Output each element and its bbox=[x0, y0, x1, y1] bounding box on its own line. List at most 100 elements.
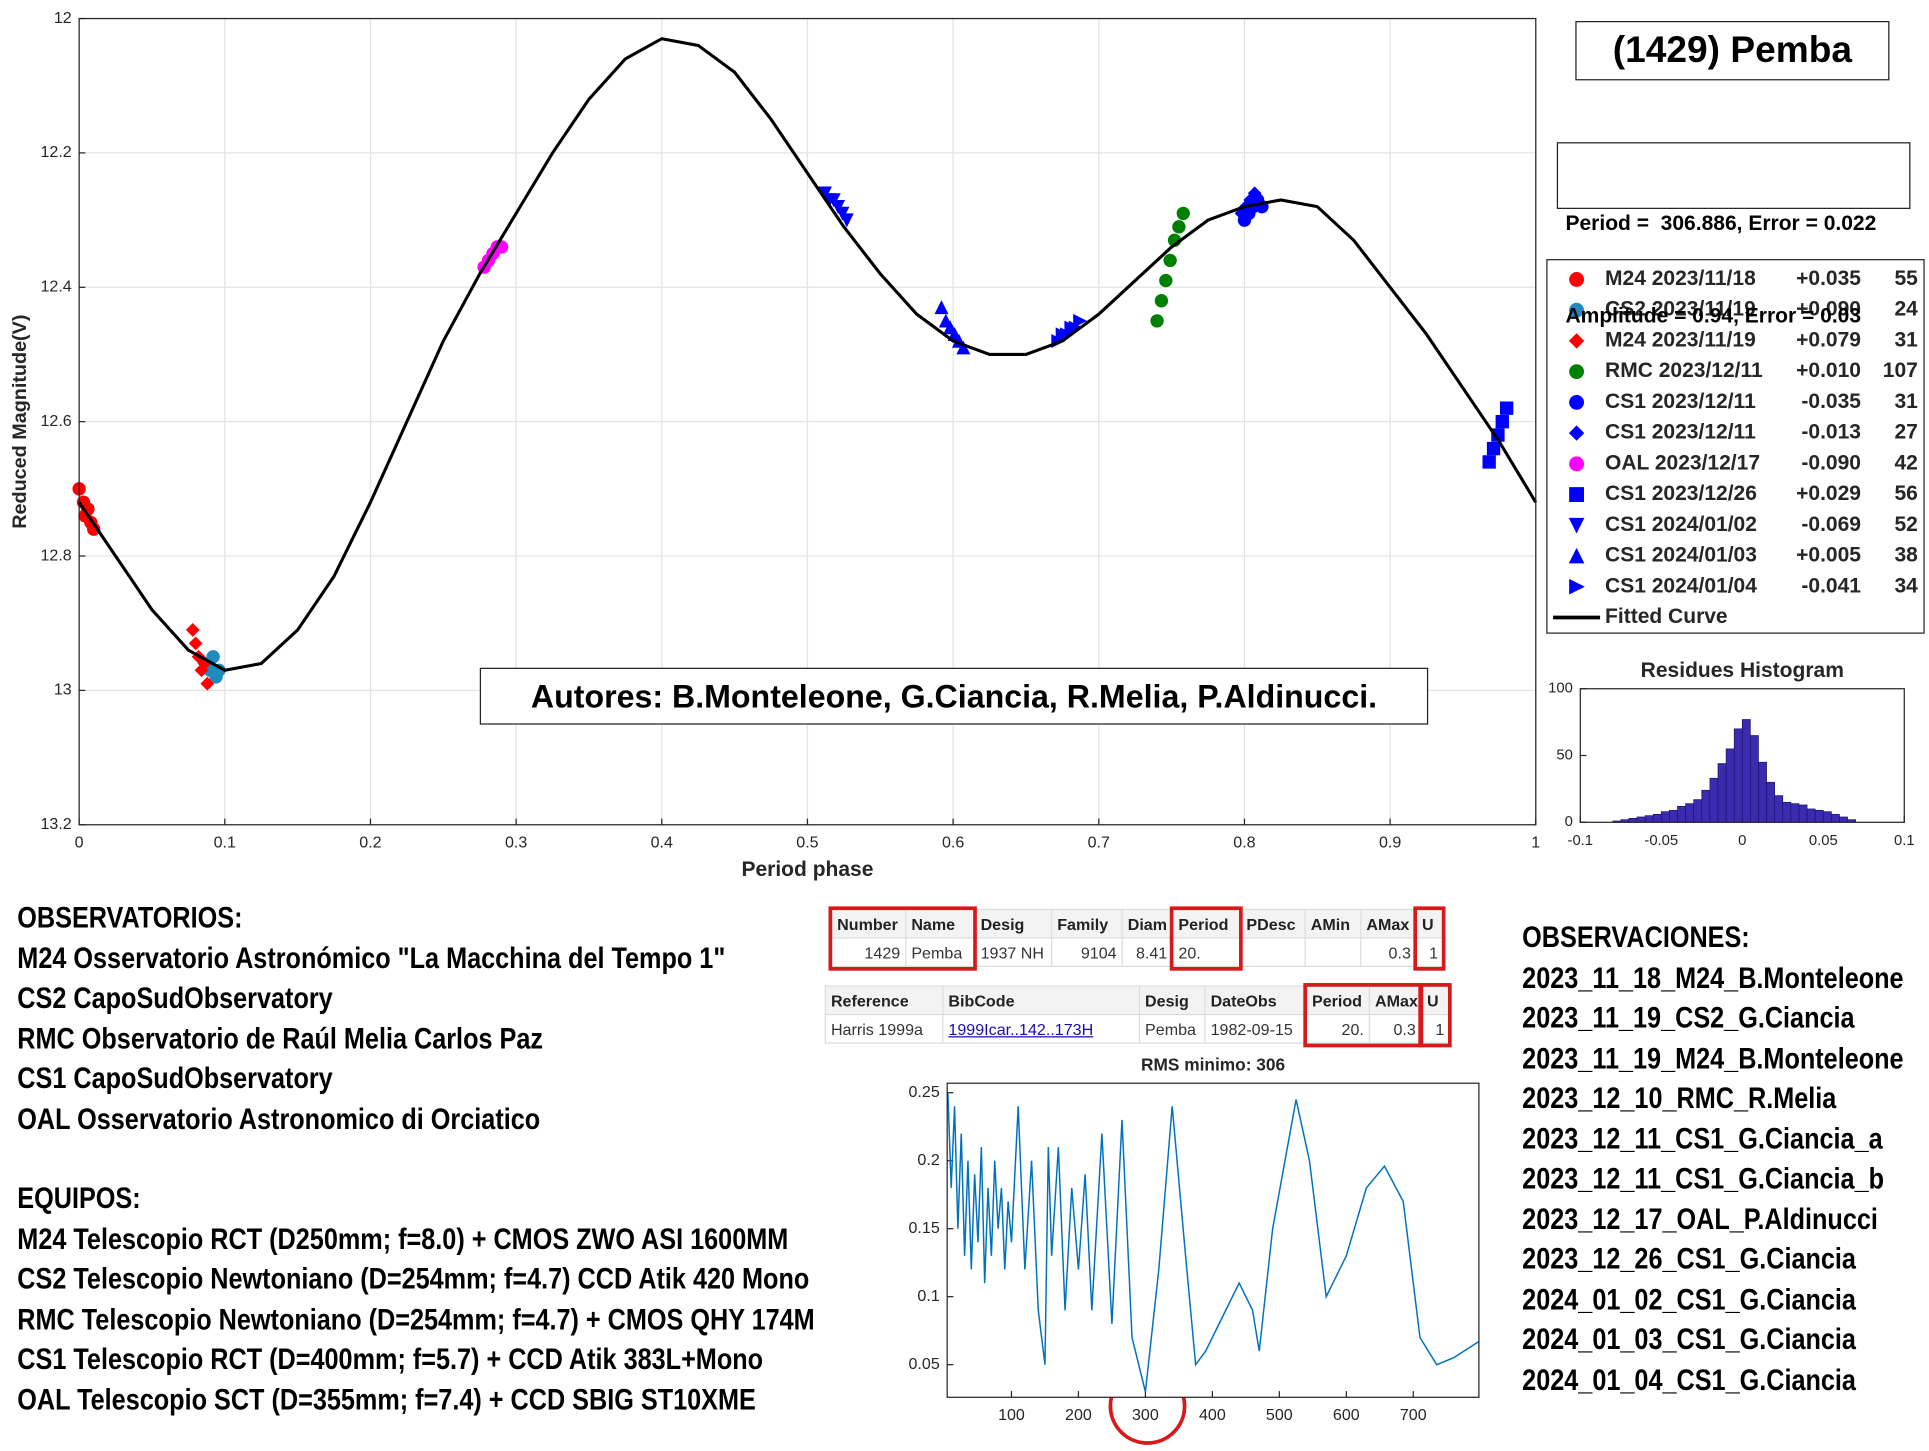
histogram-bar bbox=[1798, 804, 1808, 823]
legend: M24 2023/11/18 +0.035 55 CS2 2023/11/19 +0.0… bbox=[1546, 259, 1925, 634]
panel-line: 2024_01_03_CS1_G.Ciancia bbox=[1522, 1323, 1856, 1357]
y-tick-label: 0 bbox=[1565, 814, 1573, 830]
y-tick-label: 100 bbox=[1548, 681, 1573, 697]
panel-line: RMC Observatorio de Raúl Melia Carlos Pa… bbox=[17, 1021, 543, 1056]
x-tick-label: 0.8 bbox=[1233, 834, 1255, 852]
legend-marker bbox=[1569, 272, 1585, 287]
plot-frame bbox=[1579, 688, 1905, 823]
legend-label: CS1 2024/01/03 bbox=[1605, 544, 1757, 567]
data-point bbox=[1176, 206, 1190, 221]
x-tick-label: 200 bbox=[1065, 1406, 1092, 1424]
table-cell bbox=[1240, 937, 1306, 967]
histogram-bar bbox=[1822, 811, 1832, 823]
histogram-bar bbox=[1750, 735, 1759, 823]
panel-line: 2023_11_19_M24_B.Monteleone bbox=[1522, 1041, 1904, 1076]
fit-period: Period = 306.886, Error = 0.022 bbox=[1565, 211, 1877, 235]
header-cell: AMin bbox=[1304, 908, 1362, 939]
legend-label: M24 2023/11/19 bbox=[1605, 328, 1756, 351]
data-point bbox=[1482, 455, 1496, 469]
x-tick-label: -0.1 bbox=[1568, 833, 1594, 849]
x-tick-label: 0.3 bbox=[505, 834, 527, 852]
x-tick-label: 300 bbox=[1132, 1406, 1159, 1424]
data-point bbox=[1499, 401, 1514, 415]
legend-marker bbox=[1568, 425, 1585, 441]
histogram-bar bbox=[1717, 763, 1727, 823]
histogram-bar bbox=[1782, 801, 1792, 823]
periodogram-line bbox=[947, 1092, 1480, 1393]
plot-frame bbox=[78, 17, 1537, 826]
reference-table: Number Name Desig Family Diam Period PDesc AMin… bbox=[830, 908, 1445, 967]
table-cell: 1982-09-15 bbox=[1204, 1013, 1308, 1044]
x-tick-label: 0.1 bbox=[214, 834, 236, 852]
panel-heading: OBSERVATORIOS: bbox=[17, 901, 243, 935]
x-tick-label: -0.05 bbox=[1644, 833, 1678, 849]
histogram-bar bbox=[1758, 761, 1767, 823]
legend-marker bbox=[1568, 547, 1585, 564]
observatories-panel: OBSERVATORIOS: M24 Osservatorio Astronómi… bbox=[17, 899, 725, 1140]
legend-marker bbox=[1569, 302, 1585, 318]
histogram-bar bbox=[1701, 789, 1711, 823]
data-point bbox=[826, 193, 841, 208]
highlight-box bbox=[1413, 906, 1446, 971]
reference-table: Reference BibCode Desig DateObs Period AMax U H… bbox=[824, 985, 1451, 1044]
data-point bbox=[78, 509, 92, 523]
legend-marker bbox=[1569, 394, 1585, 410]
legend-offset: -0.035 bbox=[1801, 390, 1861, 413]
legend-offset: +0.005 bbox=[1796, 544, 1861, 567]
highlight-box bbox=[1169, 906, 1243, 971]
authors: Autores: B.Monteleone, G.Ciancia, R.Meli… bbox=[479, 667, 1429, 725]
table-cell: 0.3 bbox=[1368, 1013, 1423, 1044]
panel-line: CS2 Telescopio Newtoniano (D=254mm; f=4.… bbox=[17, 1262, 810, 1296]
header-cell: DateObs bbox=[1204, 985, 1308, 1016]
legend-label: OAL 2023/12/17 bbox=[1605, 451, 1760, 474]
x-axis-label: Period phase bbox=[741, 858, 873, 881]
histogram-bar bbox=[1652, 813, 1662, 823]
data-point bbox=[1172, 220, 1186, 234]
histogram-bar bbox=[1725, 748, 1735, 823]
legend-label: CS2 2023/11/19 bbox=[1605, 298, 1756, 321]
x-tick-label: 100 bbox=[998, 1406, 1025, 1424]
table-cell: Pemba bbox=[1138, 1013, 1206, 1044]
highlight-box bbox=[1303, 983, 1424, 1048]
legend-box bbox=[1546, 259, 1925, 634]
y-tick-label: 12.2 bbox=[40, 143, 71, 161]
legend-count: 31 bbox=[1894, 390, 1918, 413]
histogram-bar bbox=[1660, 811, 1670, 823]
panel-line: 2023_12_11_CS1_G.Ciancia_b bbox=[1522, 1162, 1885, 1196]
legend-label: RMC 2023/12/11 bbox=[1605, 359, 1763, 382]
observations-panel: OBSERVACIONES: 2023_11_18_M24_B.Monteleon… bbox=[1522, 919, 1903, 1401]
legend-label: CS1 2024/01/02 bbox=[1605, 513, 1757, 536]
x-tick-label: 600 bbox=[1333, 1406, 1360, 1424]
panel-heading: OBSERVACIONES: bbox=[1522, 921, 1750, 955]
legend-offset: +0.079 bbox=[1796, 328, 1861, 351]
legend-count: 38 bbox=[1894, 544, 1918, 567]
y-tick-label: 12.8 bbox=[40, 546, 71, 564]
x-tick-label: 0 bbox=[75, 834, 84, 852]
legend-count: 52 bbox=[1894, 513, 1917, 536]
panel-line: CS2 CapoSudObservatory bbox=[17, 981, 333, 1016]
histogram-bar bbox=[1774, 795, 1784, 823]
panel-line: OAL Osservatorio Astronomico di Orciatic… bbox=[17, 1102, 541, 1136]
y-axis-label: Reduced Magnitude(V) bbox=[9, 315, 31, 529]
header-cell: AMax bbox=[1368, 985, 1423, 1016]
table-cell: 20. bbox=[1305, 1013, 1371, 1044]
histogram-bar bbox=[1766, 781, 1775, 823]
y-tick-label: 12.4 bbox=[40, 278, 71, 296]
histogram-bar bbox=[1806, 808, 1816, 823]
histogram-bar bbox=[1685, 803, 1694, 823]
x-tick-label: 0.9 bbox=[1379, 834, 1401, 852]
data-point bbox=[934, 300, 949, 315]
bibcode-link[interactable]: 1999Icar..142..173H bbox=[948, 1019, 1094, 1039]
table-cell: Pemba bbox=[905, 937, 976, 967]
legend-label: CS1 2023/12/11 bbox=[1605, 390, 1756, 413]
table-cell: 1999Icar..142..173H bbox=[942, 1013, 1141, 1044]
legend-offset: +0.035 bbox=[1796, 267, 1861, 290]
panel-line: CS1 Telescopio RCT (D=400mm; f=5.7) + CC… bbox=[17, 1342, 764, 1377]
panel-line: RMC Telescopio Newtoniano (D=254mm; f=4.… bbox=[17, 1302, 815, 1337]
x-tick-label: 0.05 bbox=[1809, 833, 1838, 849]
x-tick-label: 0 bbox=[1738, 833, 1746, 849]
y-tick-label: 13.2 bbox=[40, 815, 71, 833]
histogram-bar bbox=[1709, 777, 1719, 823]
y-tick-label: 0.2 bbox=[917, 1151, 939, 1169]
